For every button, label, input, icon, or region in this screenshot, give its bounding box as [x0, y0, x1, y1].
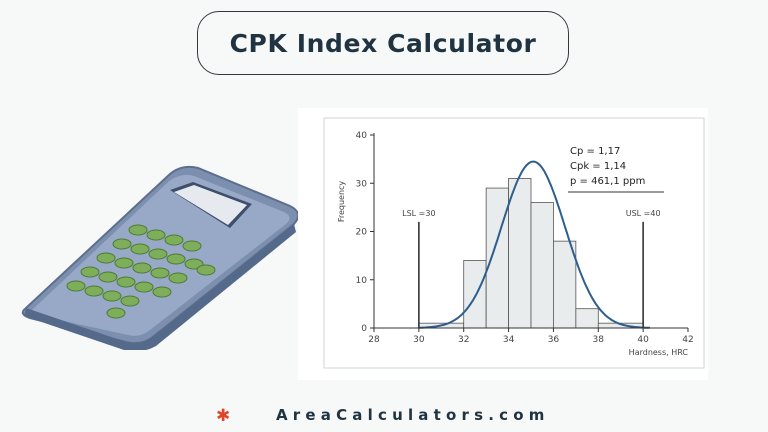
- calculator-icon: [21, 165, 300, 350]
- spec-label-0: LSL =30: [402, 209, 435, 218]
- bar-3: [508, 178, 532, 329]
- x-tick-label: 32: [458, 335, 469, 345]
- bar-5: [553, 240, 577, 329]
- stat-2: p = 461,1 ppm: [570, 176, 645, 187]
- x-tick-label: 40: [637, 335, 649, 345]
- bar-6: [575, 308, 599, 329]
- stat-0: Cp = 1,17: [570, 146, 620, 157]
- x-tick-label: 38: [593, 335, 605, 345]
- bar-4: [530, 202, 554, 329]
- spec-label-1: USL =40: [626, 209, 661, 218]
- x-tick-label: 36: [548, 335, 560, 345]
- site-name[interactable]: AreaCalculators.com: [276, 406, 550, 424]
- y-tick-label: 40: [356, 131, 368, 141]
- cpk-histogram: 0 10 20 30 40 28 30 32 34 36 38 40 42 Hardness, HRC Fr…: [323, 117, 705, 369]
- y-tick-label: 20: [356, 228, 368, 238]
- footer: ✱ AreaCalculators.com: [0, 404, 768, 430]
- normal-curve: [418, 160, 650, 329]
- bar-2: [485, 187, 509, 329]
- title-pill: CPK Index Calculator: [197, 11, 569, 75]
- y-axis-label: Frequency: [337, 181, 346, 223]
- chart-card: 0 10 20 30 40 28 30 32 34 36 38 40 42 Hardness, HRC Fr…: [298, 108, 708, 380]
- y-tick-label: 30: [356, 179, 368, 189]
- x-tick-label: 28: [368, 335, 380, 345]
- x-tick-label: 30: [413, 335, 425, 345]
- x-tick-label: 34: [503, 335, 515, 345]
- bar-1: [463, 260, 487, 329]
- y-tick-label: 0: [361, 324, 367, 334]
- x-axis-label: Hardness, HRC: [629, 348, 689, 357]
- stat-1: Cpk = 1,14: [570, 161, 626, 172]
- x-tick-label: 42: [682, 335, 693, 345]
- star-icon: ✱: [216, 406, 231, 426]
- y-tick-label: 10: [356, 276, 368, 286]
- page-title: CPK Index Calculator: [229, 28, 537, 58]
